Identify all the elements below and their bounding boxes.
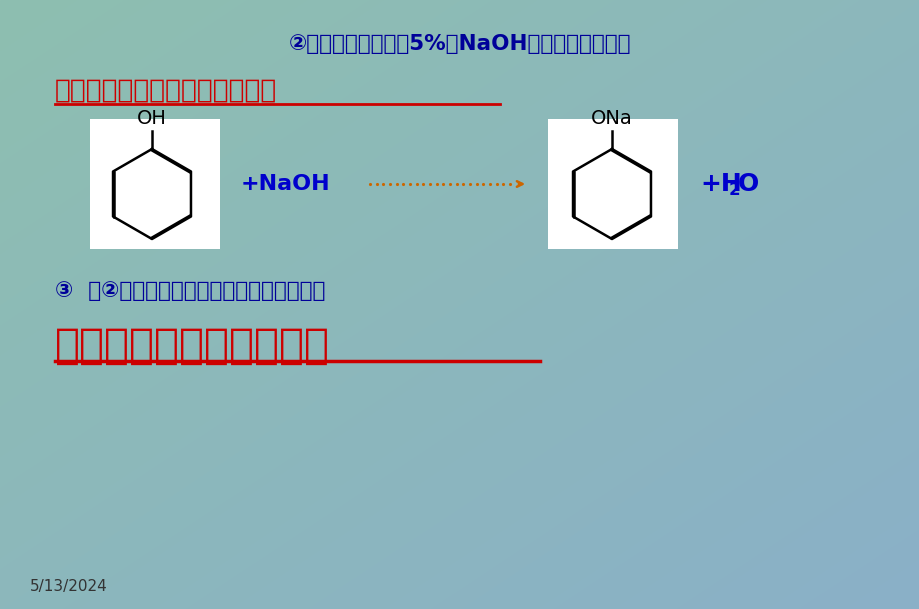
Text: ②向试管中逐滴加入5%的NaOH溶液并振荡试管。: ②向试管中逐滴加入5%的NaOH溶液并振荡试管。 xyxy=(289,34,630,54)
Text: 2: 2 xyxy=(728,181,740,199)
Text: ③  将②中溶液分为两份，一份加入稀盐酸，: ③ 将②中溶液分为两份，一份加入稀盐酸， xyxy=(55,281,325,301)
Text: 澄清透明的液体变浑濁。: 澄清透明的液体变浑濁。 xyxy=(55,325,330,367)
Bar xyxy=(90,119,220,249)
Text: O: O xyxy=(737,172,758,196)
Text: ONa: ONa xyxy=(591,110,632,128)
Bar xyxy=(548,119,677,249)
Text: +H: +H xyxy=(699,172,741,196)
Text: 5/13/2024: 5/13/2024 xyxy=(30,580,108,594)
Text: +NaOH: +NaOH xyxy=(240,174,329,194)
Text: OH: OH xyxy=(137,110,166,128)
Text: 浑濁的液体变为澄清透明的液体: 浑濁的液体变为澄清透明的液体 xyxy=(55,78,277,104)
